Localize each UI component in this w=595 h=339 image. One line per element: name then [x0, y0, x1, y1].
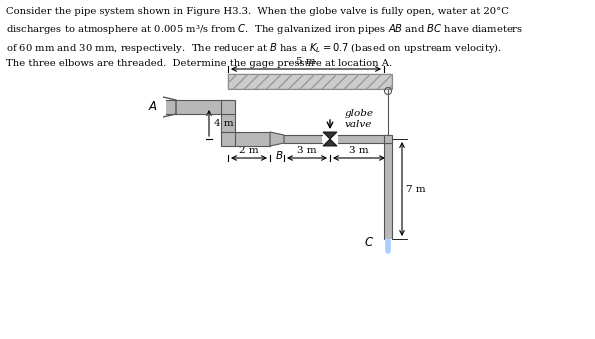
Text: $C$: $C$	[364, 237, 374, 250]
Bar	[228, 74, 392, 89]
Bar	[221, 132, 235, 146]
Text: Consider the pipe system shown in Figure H3.3.  When the globe valve is fully op: Consider the pipe system shown in Figure…	[6, 7, 523, 68]
Text: 5 m: 5 m	[296, 57, 316, 66]
Bar	[228, 74, 392, 89]
Bar	[166, 100, 176, 114]
Text: $A$: $A$	[148, 100, 158, 114]
Text: globe
valve: globe valve	[345, 109, 374, 129]
Text: $B$: $B$	[275, 149, 283, 161]
Text: 4 m: 4 m	[214, 119, 234, 127]
Bar	[384, 143, 392, 239]
Text: 3 m: 3 m	[297, 146, 317, 155]
Polygon shape	[323, 132, 337, 139]
Bar	[384, 135, 392, 143]
Bar	[338, 135, 388, 143]
Bar	[221, 114, 235, 132]
Polygon shape	[323, 139, 337, 146]
Text: 2 m: 2 m	[239, 146, 259, 155]
Text: 7 m: 7 m	[406, 184, 425, 194]
Bar	[284, 135, 322, 143]
Bar	[175, 100, 228, 114]
Bar	[235, 132, 270, 146]
Text: 3 m: 3 m	[349, 146, 369, 155]
Polygon shape	[270, 132, 284, 146]
Bar	[221, 100, 235, 114]
